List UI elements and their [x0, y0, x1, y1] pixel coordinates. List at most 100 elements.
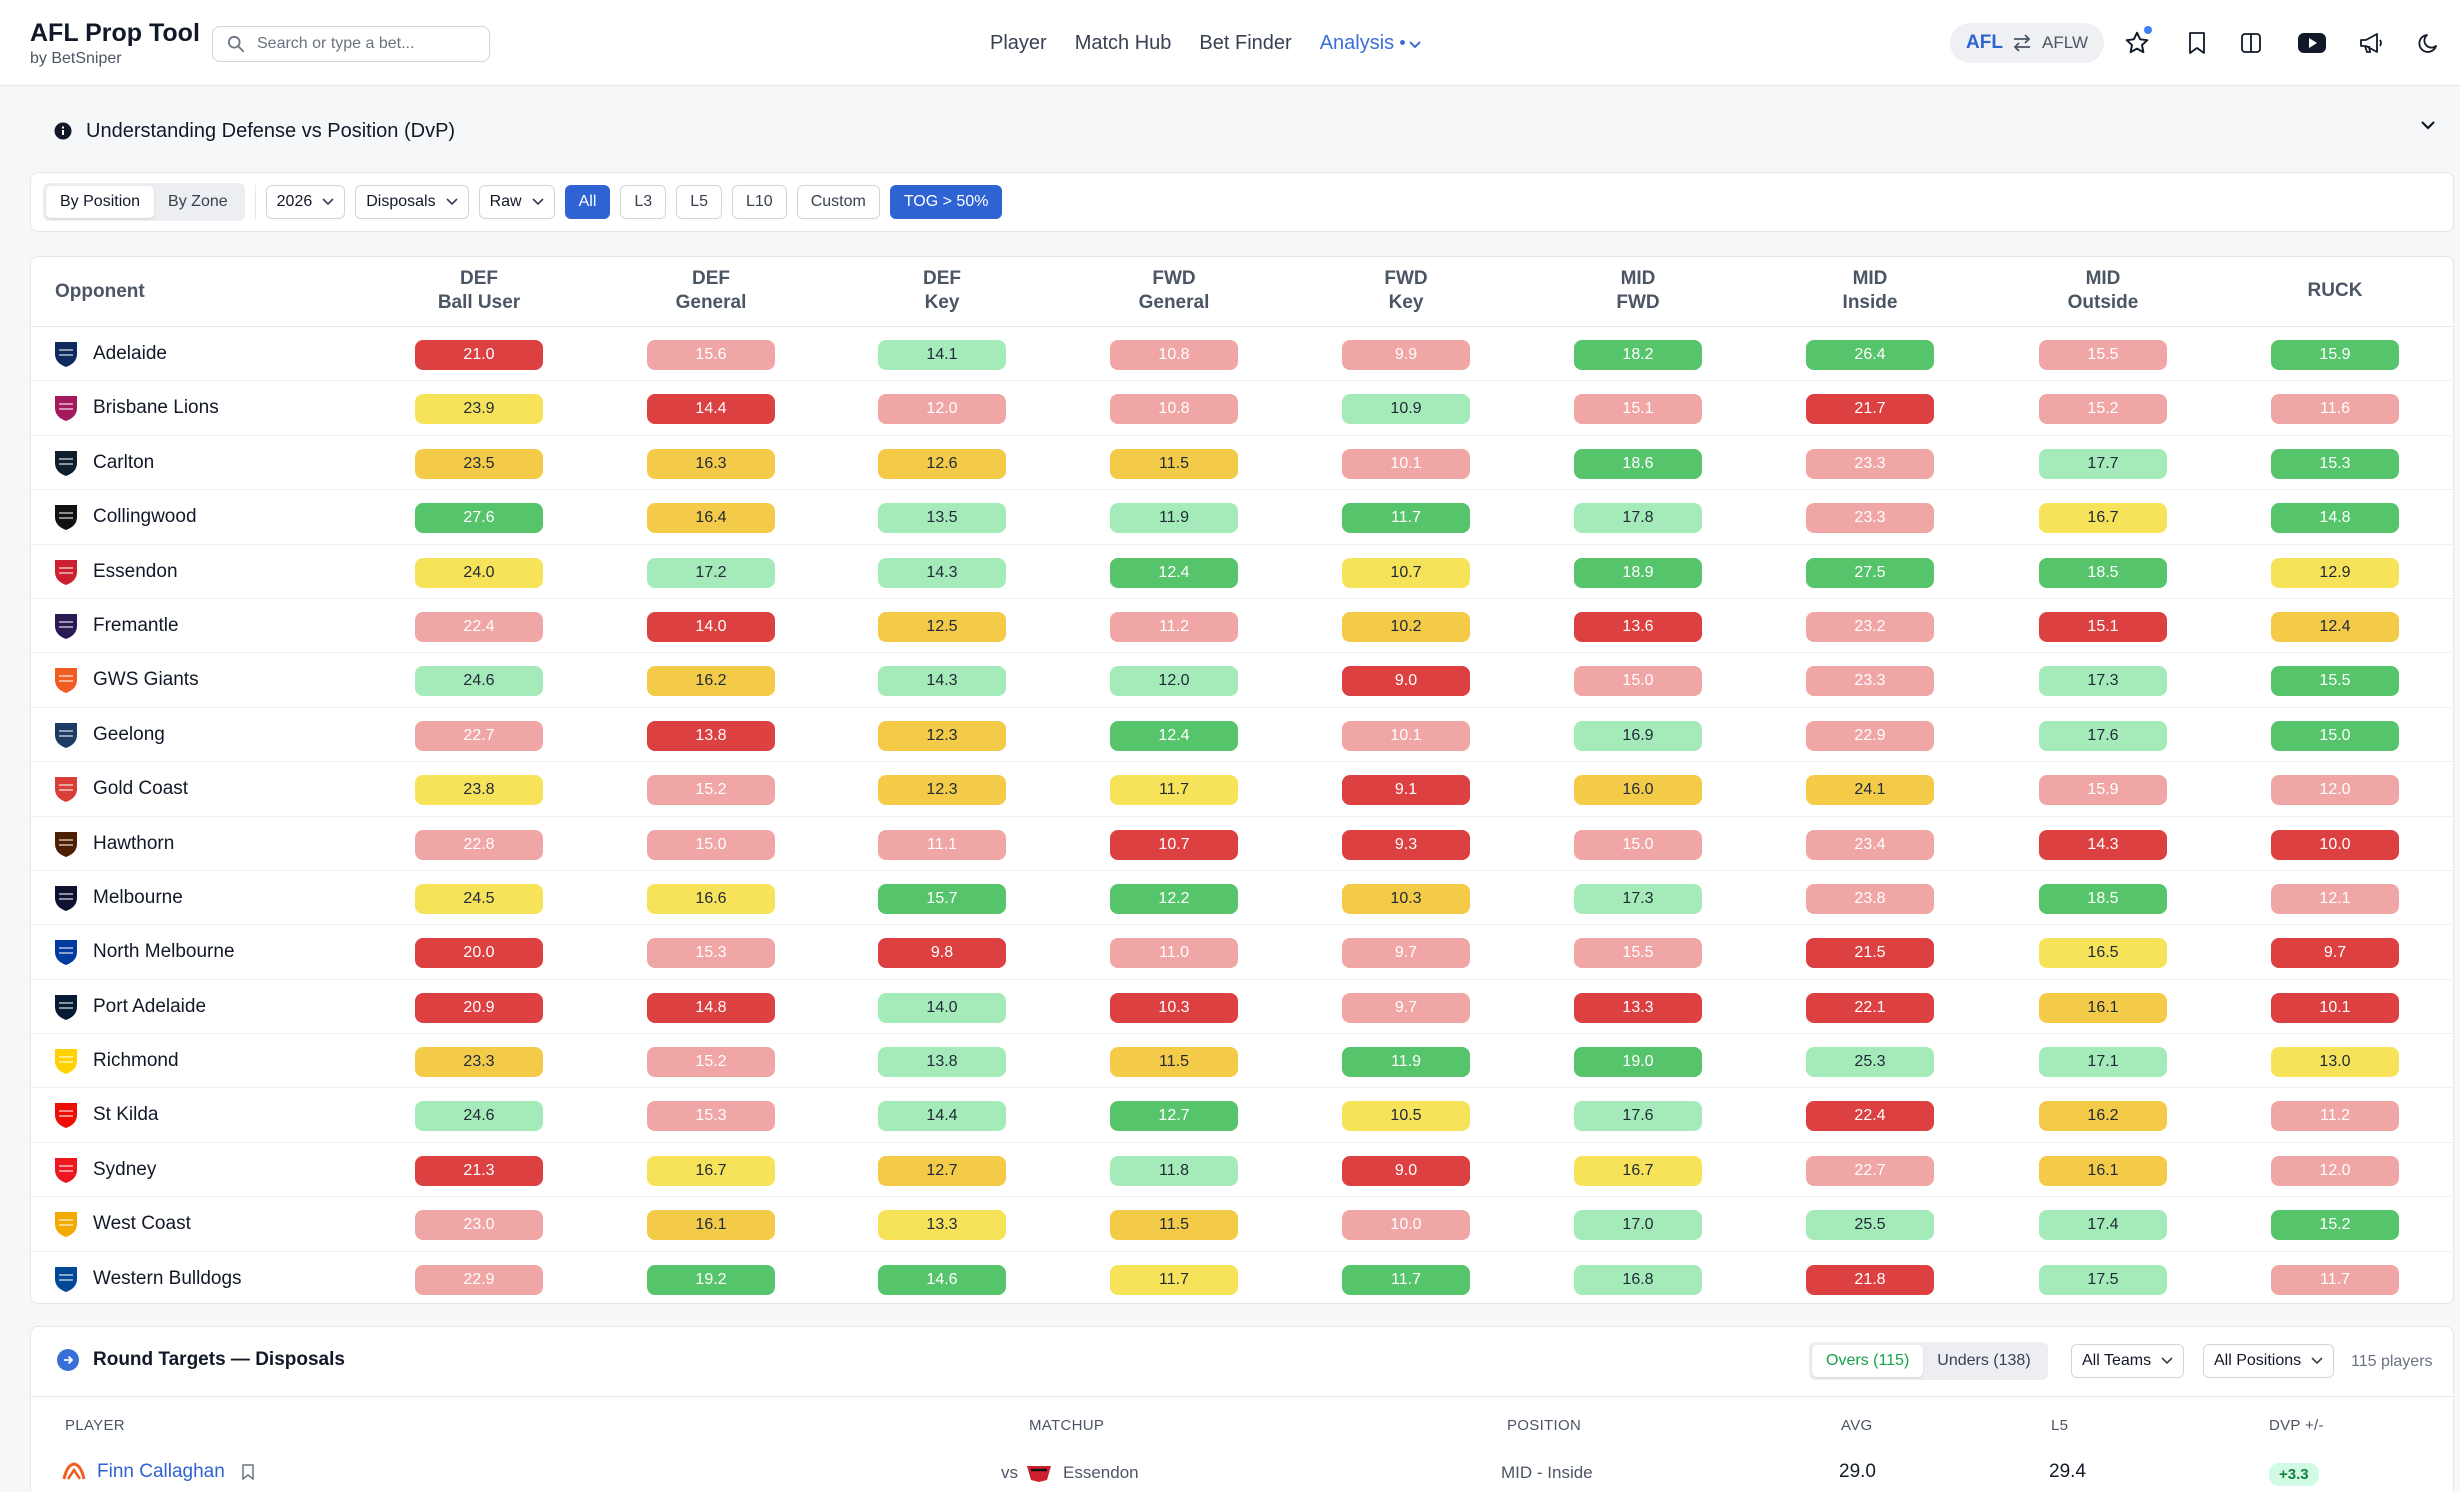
- team-logo-icon: [51, 339, 81, 369]
- dvp-value-pill: 11.5: [1110, 448, 1238, 479]
- column-header[interactable]: MID Inside: [1780, 267, 1960, 315]
- table-row[interactable]: Carlton 23.5 16.3 12.6 11.5 10.1 18.6 23.3 17.7 1…: [31, 436, 2453, 491]
- dvp-value-pill: 25.3: [1806, 1047, 1934, 1078]
- league-afl[interactable]: AFL: [1966, 32, 2003, 53]
- table-row[interactable]: Western Bulldogs 22.9 19.2 14.6 11.7 11.7 16.8…: [31, 1252, 2453, 1303]
- table-row[interactable]: Finn Callaghan vs Essendon MID - Inside …: [31, 1451, 2453, 1491]
- dvp-value-pill: 17.1: [2039, 1047, 2167, 1078]
- dvp-diff-badge: +3.3: [2269, 1463, 2319, 1486]
- positions-filter-value: All Positions: [2214, 1352, 2302, 1369]
- col-player[interactable]: PLAYER: [65, 1417, 125, 1434]
- view-by-zone[interactable]: By Zone: [168, 193, 228, 210]
- column-header[interactable]: DEF Key: [852, 267, 1032, 315]
- dvp-value-pill: 19.2: [647, 1264, 775, 1295]
- range-l3[interactable]: L3: [620, 185, 667, 219]
- brand[interactable]: AFL Prop Tool by BetSniper: [30, 18, 200, 68]
- column-header-line2: Outside: [2067, 292, 2139, 313]
- dvp-value-pill: 15.7: [878, 883, 1006, 914]
- stat-select[interactable]: Disposals: [355, 185, 469, 219]
- nav-bet-finder[interactable]: Bet Finder: [1199, 32, 1292, 54]
- dvp-value-pill: 12.0: [2271, 775, 2399, 806]
- table-row[interactable]: Sydney 21.3 16.7 12.7 11.8 9.0 16.7 22.7 16.1 12.…: [31, 1143, 2453, 1198]
- teams-filter[interactable]: All Teams: [2071, 1344, 2185, 1378]
- bookmark-icon[interactable]: [241, 1464, 255, 1480]
- table-row[interactable]: Port Adelaide 20.9 14.8 14.0 10.3 9.7 13.3 22.1…: [31, 980, 2453, 1035]
- table-row[interactable]: Essendon 24.0 17.2 14.3 12.4 10.7 18.9 27.5 18.5…: [31, 545, 2453, 599]
- youtube-icon[interactable]: [2295, 26, 2329, 60]
- table-row[interactable]: GWS Giants 24.6 16.2 14.3 12.0 9.0 15.0 23.3 17.…: [31, 653, 2453, 708]
- chevron-down-icon[interactable]: [2420, 120, 2436, 130]
- table-row[interactable]: St Kilda 24.6 15.3 14.4 12.7 10.5 17.6 22.4 16.2…: [31, 1088, 2453, 1143]
- dvp-info-toggle[interactable]: Understanding Defense vs Position (DvP): [10, 96, 2450, 166]
- range-l5[interactable]: L5: [676, 185, 722, 219]
- view-by-position[interactable]: By Position: [46, 186, 155, 218]
- team-cell: West Coast: [51, 1209, 191, 1239]
- unders-tab[interactable]: Unders (138): [1937, 1352, 2031, 1369]
- dvp-value-pill: 27.6: [415, 503, 543, 534]
- table-row[interactable]: Richmond 23.3 15.2 13.8 11.5 11.9 19.0 25.3 17.1…: [31, 1034, 2453, 1089]
- bookmark-icon[interactable]: [2180, 26, 2214, 60]
- league-toggle[interactable]: AFL AFLW: [1950, 23, 2104, 63]
- search-box[interactable]: [212, 26, 490, 62]
- range-custom[interactable]: Custom: [796, 185, 880, 219]
- dvp-value-pill: 14.3: [878, 557, 1006, 588]
- dvp-value-pill: 15.1: [2039, 611, 2167, 642]
- column-header[interactable]: MID Outside: [2013, 267, 2193, 315]
- column-header[interactable]: FWD General: [1084, 267, 1264, 315]
- opponent-header[interactable]: Opponent: [55, 281, 145, 302]
- mode-select[interactable]: Raw: [478, 185, 555, 219]
- column-header-line1: DEF: [460, 268, 498, 289]
- table-row[interactable]: Gold Coast 23.8 15.2 12.3 11.7 9.1 16.0 24.1 15.…: [31, 762, 2453, 817]
- column-header[interactable]: DEF Ball User: [389, 267, 569, 315]
- column-header[interactable]: RUCK: [2245, 267, 2425, 303]
- dvp-value-pill: 17.6: [2039, 720, 2167, 751]
- overs-tab[interactable]: Overs (115): [1812, 1345, 1924, 1377]
- table-row[interactable]: Collingwood 27.6 16.4 13.5 11.9 11.7 17.8 23.3 1…: [31, 490, 2453, 545]
- team-name: Western Bulldogs: [93, 1267, 242, 1289]
- nav-player[interactable]: Player: [990, 32, 1047, 54]
- nav-analysis[interactable]: Analysis: [1320, 29, 1421, 57]
- dvp-value-pill: 15.5: [1574, 938, 1702, 969]
- range-l10[interactable]: L10: [731, 185, 787, 219]
- nav-match-hub[interactable]: Match Hub: [1074, 32, 1172, 54]
- player-name[interactable]: Finn Callaghan: [97, 1461, 225, 1482]
- table-row[interactable]: Hawthorn 22.8 15.0 11.1 10.7 9.3 15.0 23.4 14.3 1…: [31, 817, 2453, 871]
- league-aflw[interactable]: AFLW: [2042, 33, 2088, 52]
- dvp-value-pill: 16.1: [647, 1210, 775, 1241]
- table-row[interactable]: West Coast 23.0 16.1 13.3 11.5 10.0 17.0 25.5 17…: [31, 1197, 2453, 1252]
- dvp-value-pill: 16.1: [2039, 992, 2167, 1023]
- star-icon[interactable]: [2120, 26, 2154, 60]
- columns-icon[interactable]: [2234, 26, 2268, 60]
- col-matchup[interactable]: MATCHUP: [1029, 1417, 1105, 1434]
- season-select[interactable]: 2026: [265, 185, 346, 219]
- mode-value: Raw: [489, 193, 522, 210]
- col-avg[interactable]: AVG: [1841, 1417, 1873, 1434]
- megaphone-icon[interactable]: [2354, 26, 2388, 60]
- column-header[interactable]: MID FWD: [1548, 267, 1728, 315]
- column-header[interactable]: DEF General: [621, 267, 801, 315]
- column-header-line1: [2245, 267, 2425, 279]
- table-row[interactable]: Melbourne 24.5 16.6 15.7 12.2 10.3 17.3 23.8 18.…: [31, 871, 2453, 926]
- dvp-value-pill: 16.7: [1574, 1155, 1702, 1186]
- table-row[interactable]: Adelaide 21.0 15.6 14.1 10.8 9.9 18.2 26.4 15.5 1…: [31, 327, 2453, 382]
- col-position[interactable]: POSITION: [1507, 1417, 1582, 1434]
- dvp-value-pill: 21.0: [415, 340, 543, 370]
- team-logo-icon: [51, 992, 81, 1022]
- table-row[interactable]: Brisbane Lions 23.9 14.4 12.0 10.8 10.9 15.1 21…: [31, 381, 2453, 436]
- dvp-value-pill: 15.2: [647, 1047, 775, 1078]
- col-l5[interactable]: L5: [2051, 1417, 2069, 1434]
- tog-filter[interactable]: TOG > 50%: [889, 185, 1003, 219]
- info-icon: [54, 122, 72, 140]
- column-header[interactable]: FWD Key: [1316, 267, 1496, 315]
- dvp-value-pill: 18.2: [1574, 340, 1702, 370]
- table-row[interactable]: Geelong 22.7 13.8 12.3 12.4 10.1 16.9 22.9 17.6 1…: [31, 708, 2453, 763]
- dvp-value-pill: 17.3: [2039, 666, 2167, 697]
- search-input[interactable]: [257, 35, 477, 53]
- moon-icon[interactable]: [2412, 26, 2446, 60]
- range-all[interactable]: All: [564, 185, 611, 219]
- table-row[interactable]: Fremantle 22.4 14.0 12.5 11.2 10.2 13.6 23.2 15.…: [31, 599, 2453, 654]
- table-row[interactable]: North Melbourne 20.0 15.3 9.8 11.0 9.7 15.5 21.…: [31, 925, 2453, 980]
- dvp-value-pill: 15.0: [1574, 666, 1702, 697]
- positions-filter[interactable]: All Positions: [2203, 1344, 2335, 1378]
- col-dvp[interactable]: DVP +/-: [2269, 1417, 2324, 1434]
